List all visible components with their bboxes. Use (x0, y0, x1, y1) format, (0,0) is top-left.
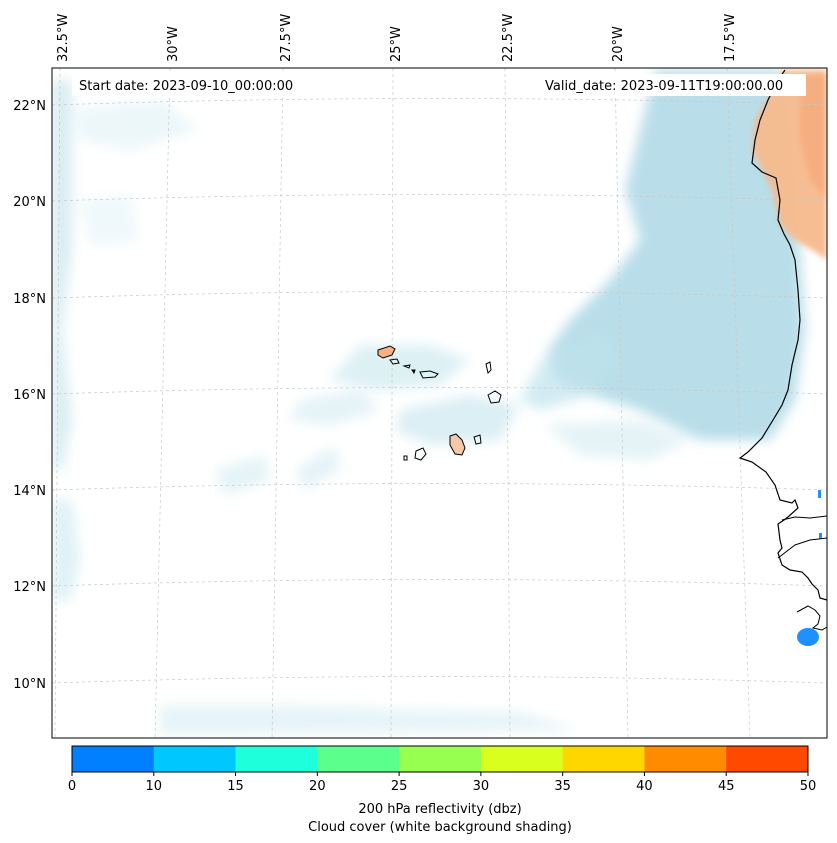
colorbar-tick-label: 45 (718, 779, 735, 794)
map-frame (51, 67, 828, 739)
lon-label: 17.5°W (723, 14, 738, 62)
colorbar-frame (71, 745, 809, 773)
cape-verde-islands (377, 345, 502, 461)
colorbar-segment (399, 746, 482, 772)
guinea-bissau-coast (777, 537, 827, 559)
map-content (52, 68, 827, 738)
colorbar-segment (153, 746, 237, 772)
colorbar-segment (480, 746, 564, 772)
gambia-river-outline (781, 515, 827, 521)
lat-label: 10°N (13, 677, 46, 692)
lat-label: 22°N (13, 99, 46, 114)
colorbar-segment (72, 746, 155, 772)
reflectivity-blue-cell (818, 490, 821, 498)
colorbar: 0 10 15 20 25 30 35 40 45 50 (68, 745, 817, 794)
lon-label: 20°W (611, 26, 626, 62)
colorbar-label: 200 hPa reflectivity (dbz) (358, 802, 521, 817)
colorbar-sublabel: Cloud cover (white background shading) (308, 820, 572, 835)
colorbar-tick-label: 0 (68, 779, 76, 794)
lon-label: 27.5°W (279, 14, 294, 62)
lat-label: 12°N (13, 580, 46, 595)
latitude-labels: 22°N 20°N 18°N 16°N 14°N 12°N 10°N (13, 99, 46, 692)
lon-label: 30°W (166, 26, 181, 62)
reflectivity-blue-cell (797, 628, 819, 646)
cloud-cover-shading (52, 70, 805, 735)
colorbar-tick-label: 25 (391, 779, 408, 794)
reflectivity-blue-cell (819, 533, 822, 539)
longitude-labels: 32.5°W 30°W 27.5°W 25°W 22.5°W 20°W 17.5… (56, 14, 738, 62)
lat-label: 18°N (13, 292, 46, 307)
lat-label: 20°N (13, 195, 46, 210)
colorbar-segment (317, 746, 400, 772)
colorbar-tick-label: 15 (227, 779, 244, 794)
valid-date-label: Valid_date: 2023-09-11T19:00:00.00 (545, 79, 783, 94)
lon-label: 22.5°W (501, 14, 516, 62)
southern-coast (796, 605, 827, 631)
colorbar-tick-label: 40 (636, 779, 653, 794)
colorbar-tick-label: 30 (473, 779, 490, 794)
colorbar-segment (644, 746, 727, 772)
africa-coastline (738, 69, 827, 601)
graticule (52, 68, 827, 738)
reflectivity-orange-shading (752, 70, 827, 260)
start-date-label: Start date: 2023-09-10_00:00:00 (79, 79, 293, 94)
start-date-box (72, 74, 312, 96)
colorbar-tick-label: 10 (146, 779, 163, 794)
lon-label: 25°W (389, 26, 404, 62)
colorbar-segment (235, 746, 318, 772)
colorbar-segment (562, 746, 645, 772)
valid-date-box (538, 74, 806, 96)
colorbar-tick-label: 35 (554, 779, 571, 794)
lat-label: 16°N (13, 388, 46, 403)
lat-label: 14°N (13, 484, 46, 499)
colorbar-tick-label: 20 (309, 779, 326, 794)
colorbar-tick-label: 50 (800, 779, 817, 794)
lon-label: 32.5°W (56, 14, 71, 62)
colorbar-segment (726, 746, 809, 772)
